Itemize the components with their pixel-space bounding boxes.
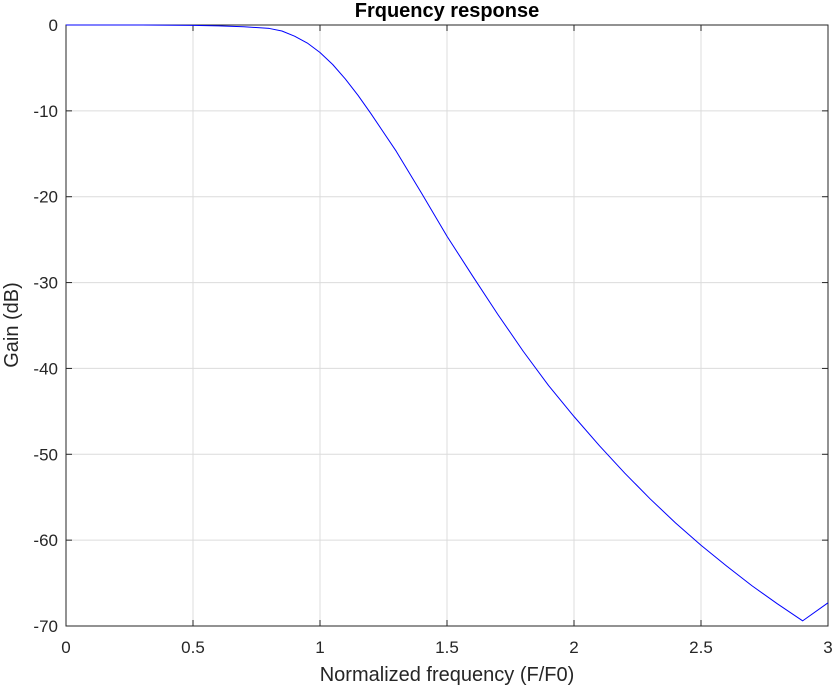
y-axis-label: Gain (dB): [1, 282, 23, 368]
x-tick-label: 2.5: [689, 638, 713, 657]
x-tick-label: 0: [61, 638, 70, 657]
y-tick-label: -70: [33, 617, 58, 636]
y-tick-label: -20: [33, 188, 58, 207]
y-tick-label: -50: [33, 445, 58, 464]
x-tick-label: 1.5: [435, 638, 459, 657]
x-tick-label: 2: [569, 638, 578, 657]
y-tick-label: -40: [33, 359, 58, 378]
x-tick-label: 0.5: [181, 638, 205, 657]
x-axis-label: Normalized frequency (F/F0): [320, 664, 575, 686]
grid: [65, 24, 829, 627]
y-tick-label: -10: [33, 102, 58, 121]
x-tick-label: 1: [315, 638, 324, 657]
y-tick-label: -30: [33, 274, 58, 293]
axis-ticks: 0 0.5 1 1.5 2 2.5 3 0 -10 -20 -30 -40 -50 -60 -70: [33, 16, 832, 657]
y-tick-label: -60: [33, 531, 58, 550]
chart-title: Frquency response: [355, 0, 540, 22]
y-tick-label: 0: [49, 16, 58, 35]
x-tick-label: 3: [823, 638, 832, 657]
gain-line: [66, 24, 829, 622]
series-layer: [66, 24, 829, 622]
